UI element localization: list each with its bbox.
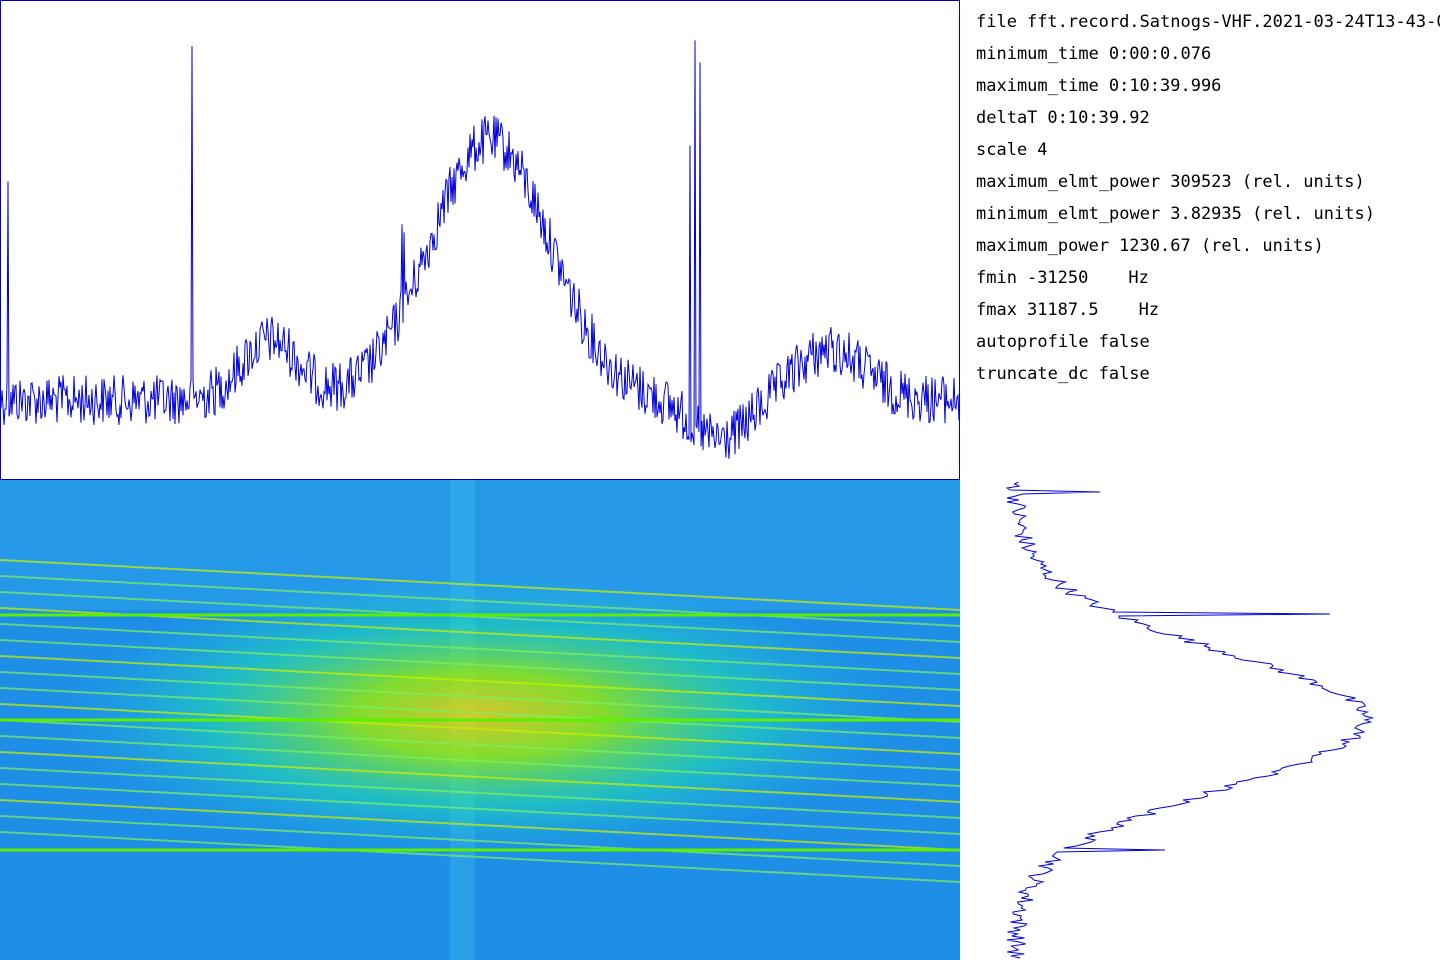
waterfall: [0, 480, 961, 960]
info-row: maximum_power 1230.67 (rel. units): [976, 234, 1440, 266]
info-row: minimum_elmt_power 3.82935 (rel. units): [976, 202, 1440, 234]
time-profile: [1005, 481, 1375, 959]
info-key: file: [976, 12, 1017, 32]
waterfall-line: [0, 703, 961, 755]
waterfall-line: [0, 575, 961, 627]
info-value: 0:10:39.996: [1108, 76, 1222, 96]
info-key: minimum_time: [976, 44, 1099, 64]
waterfall-line: [0, 767, 961, 819]
info-row: fmin -31250 Hz: [976, 266, 1440, 298]
info-value: 309523 (rel. units): [1170, 172, 1365, 192]
info-row: deltaT 0:10:39.92: [976, 106, 1440, 138]
info-row: minimum_time 0:00:0.076: [976, 42, 1440, 74]
info-key: truncate_dc: [976, 364, 1089, 384]
waterfall-line: [0, 783, 961, 835]
info-value: 1230.67 (rel. units): [1119, 236, 1324, 256]
info-value: -31250: [1026, 268, 1089, 288]
waterfall-line: [0, 639, 961, 691]
info-value: 0:10:39.92: [1047, 108, 1150, 128]
info-row: file fft.record.Satnogs-VHF.2021-03-24T13…: [976, 10, 1440, 42]
info-panel: file fft.record.Satnogs-VHF.2021-03-24T13…: [976, 10, 1440, 394]
info-value: 3.82935 (rel. units): [1170, 204, 1375, 224]
info-row: truncate_dc false: [976, 362, 1440, 394]
waterfall-line: [0, 559, 961, 611]
info-value: 0:00:0.076: [1108, 44, 1212, 64]
waterfall-line: [0, 735, 961, 787]
info-value: 4: [1037, 140, 1048, 160]
info-key: minimum_elmt_power: [976, 204, 1161, 224]
info-key: deltaT: [976, 108, 1038, 128]
waterfall-line: [0, 831, 961, 883]
info-row: maximum_elmt_power 309523 (rel. units): [976, 170, 1440, 202]
info-row: maximum_time 0:10:39.996: [976, 74, 1440, 106]
spectrum-frame: [0, 0, 960, 480]
info-unit: Hz: [1128, 268, 1149, 288]
waterfall-line: [0, 671, 961, 723]
info-key: fmin: [976, 268, 1017, 288]
waterfall-line: [0, 799, 961, 851]
waterfall-line: [0, 719, 961, 771]
info-value: false: [1098, 364, 1150, 384]
info-value: 31187.5: [1026, 300, 1099, 320]
waterfall-line: [0, 591, 961, 643]
info-unit: Hz: [1138, 300, 1160, 320]
info-key: maximum_power: [976, 236, 1110, 256]
info-row: scale 4: [976, 138, 1440, 170]
spectrum-trace: [0, 40, 960, 459]
info-key: maximum_time: [976, 76, 1099, 96]
waterfall-line: [0, 751, 961, 803]
waterfall-line: [0, 815, 961, 867]
waterfall-line: [0, 687, 961, 739]
info-value: fft.record.Satnogs-VHF.2021-03-24T13-43-…: [1026, 12, 1440, 32]
info-key: maximum_elmt_power: [976, 172, 1161, 192]
info-key: autoprofile: [976, 332, 1089, 352]
info-key: scale: [976, 140, 1028, 160]
info-value: false: [1098, 332, 1150, 352]
info-key: fmax: [976, 300, 1017, 320]
info-row: fmax 31187.5 Hz: [976, 298, 1440, 330]
info-row: autoprofile false: [976, 330, 1440, 362]
waterfall-line: [0, 623, 961, 675]
waterfall-line: [0, 655, 961, 707]
